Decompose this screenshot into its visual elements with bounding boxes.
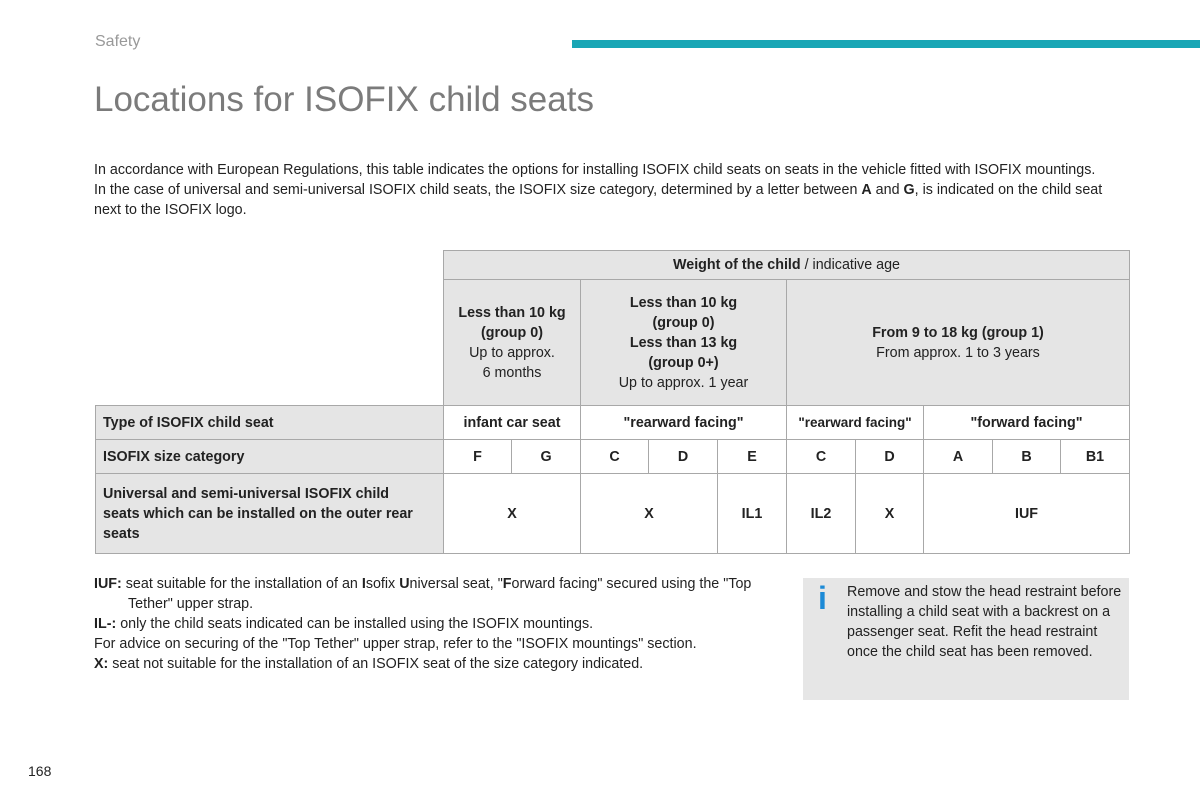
info-text: Remove and stow the head restraint befor… [847, 584, 1122, 660]
note: IL-: only the child seats indicated can … [94, 614, 784, 634]
text: A [861, 182, 872, 198]
note-key: X: [94, 656, 109, 672]
page-title: Locations for ISOFIX child seats [94, 80, 594, 119]
group-weight: (group 0) [652, 314, 715, 331]
group-weight: Less than 10 kg [458, 304, 566, 321]
intro-paragraph: In accordance with European Regulations,… [94, 160, 1124, 180]
row-label: ISOFIX size category [95, 439, 444, 474]
text: only the child seats indicated can be in… [116, 616, 594, 632]
info-icon: i [818, 580, 827, 616]
text: , is indicated on the child seat next to… [94, 182, 1103, 218]
cell: X [580, 473, 718, 554]
intro: In accordance with European Regulations,… [94, 160, 1124, 220]
cell: C [580, 439, 649, 474]
note-key: IUF: [94, 576, 122, 592]
group-age: From approx. 1 to 3 years [876, 344, 1040, 361]
note-key: IL-: [94, 616, 117, 632]
cell: X [855, 473, 924, 554]
group-weight: Less than 13 kg [629, 334, 738, 351]
section-label: Safety [95, 33, 141, 50]
note: IUF: seat suitable for the installation … [94, 574, 784, 614]
text: orward facing" secured using the "Top Te… [128, 576, 752, 612]
cell: IL1 [717, 473, 787, 554]
text: sofix [365, 576, 400, 592]
text: / indicative age [800, 257, 900, 273]
note: For advice on securing of the "Top Tethe… [94, 634, 784, 654]
text: In the case of universal and semi-univer… [94, 182, 862, 198]
cell: F [443, 439, 512, 474]
weight-header: Weight of the child / indicative age [443, 250, 1130, 280]
group-weight: From 9 to 18 kg (group 1) [872, 324, 1044, 341]
group-weight: (group 0) [481, 324, 543, 341]
group-cell: From 9 to 18 kg (group 1) From approx. 1 … [786, 279, 1130, 406]
page-number: 168 [28, 763, 52, 779]
text: seat not suitable for the installation o… [108, 656, 644, 672]
cell: IL2 [786, 473, 856, 554]
cell: "rearward facing" [786, 405, 924, 440]
row-label: Universal and semi-universal ISOFIX chil… [95, 473, 444, 554]
cell: B1 [1060, 439, 1130, 474]
info-box: i Remove and stow the head restraint bef… [803, 578, 1129, 700]
text: For advice on securing of the "Top Tethe… [94, 636, 697, 652]
group-cell: Less than 10 kg (group 0) Up to approx. 6 m… [443, 279, 581, 406]
note: X: seat not suitable for the installatio… [94, 654, 784, 674]
group-cell: Less than 10 kg (group 0) Less than 13 kg (… [580, 279, 787, 406]
row-label: Type of ISOFIX child seat [95, 405, 444, 440]
cell: IUF [923, 473, 1130, 554]
group-age: Up to approx. [469, 344, 555, 361]
text: F [502, 576, 512, 592]
cell: "forward facing" [923, 405, 1130, 440]
text: niversal seat, " [409, 576, 503, 592]
text: G [903, 182, 915, 198]
text: U [399, 576, 410, 592]
cell: "rearward facing" [580, 405, 787, 440]
group-age: 6 months [482, 364, 542, 381]
group-weight: Less than 10 kg [629, 294, 738, 311]
cell: X [443, 473, 581, 554]
cell: C [786, 439, 856, 474]
cell: G [511, 439, 581, 474]
cell: D [648, 439, 718, 474]
blank-cell [95, 250, 444, 406]
text: I [361, 576, 366, 592]
group-weight: (group 0+) [648, 354, 719, 371]
text: seat suitable for the installation of an [121, 576, 362, 592]
notes: IUF: seat suitable for the installation … [94, 574, 784, 674]
cell: D [855, 439, 924, 474]
text: Weight of the child [673, 257, 801, 273]
cell: A [923, 439, 993, 474]
header-bar [572, 40, 1200, 48]
cell: infant car seat [443, 405, 581, 440]
cell: E [717, 439, 787, 474]
text: and [871, 182, 904, 198]
cell: B [992, 439, 1061, 474]
text: In accordance with European Regulations,… [94, 162, 1096, 178]
intro-paragraph: In the case of universal and semi-univer… [94, 180, 1124, 220]
isofix-table: Weight of the child / indicative age Les… [95, 250, 1130, 554]
group-age: Up to approx. 1 year [618, 374, 749, 391]
